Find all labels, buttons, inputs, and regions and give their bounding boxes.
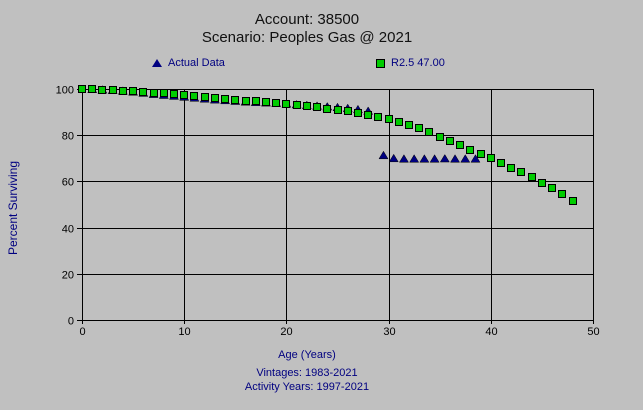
curve-data-point (211, 94, 219, 102)
curve-data-point (456, 141, 464, 149)
y-tick-label: 0 (68, 316, 74, 328)
curve-data-point (139, 88, 147, 96)
curve-data-point (466, 146, 474, 154)
actual-data-point (429, 154, 440, 163)
curve-data-point (497, 159, 505, 167)
curve-data-point (395, 118, 403, 126)
square-marker-icon (376, 58, 385, 68)
actual-data-point (419, 154, 430, 163)
curve-data-point (425, 128, 433, 136)
curve-data-point (507, 164, 515, 172)
curve-data-point (190, 92, 198, 100)
y-axis-title: Percent Surviving (6, 160, 20, 256)
y-tick-label: 60 (62, 177, 74, 189)
curve-data-point (221, 95, 229, 103)
curve-data-point (109, 86, 117, 94)
curve-data-point (528, 173, 536, 181)
curve-data-point (293, 101, 301, 109)
curve-data-point (405, 121, 413, 129)
actual-data-point (409, 154, 420, 163)
scenario-title: Scenario: Peoples Gas @ 2021 (201, 29, 413, 46)
actual-data-point (388, 153, 399, 163)
curve-data-point (436, 133, 444, 141)
curve-data-point (180, 91, 188, 99)
x-tick-label: 20 (280, 326, 292, 338)
y-tick-label: 80 (62, 131, 74, 143)
actual-data-point (470, 154, 481, 163)
y-tick-label: 100 (56, 85, 74, 97)
curve-data-point (446, 137, 454, 145)
x-tick-label: 30 (383, 326, 395, 338)
curve-data-point (558, 190, 566, 198)
curve-data-point (313, 103, 321, 111)
curve-data-point (548, 184, 556, 192)
curve-data-point (354, 109, 362, 117)
curve-data-point (569, 197, 577, 205)
curve-data-point (160, 89, 168, 97)
x-tick-label: 0 (79, 326, 85, 338)
curve-data-point (170, 90, 178, 98)
curve-data-point (119, 87, 127, 95)
curve-data-point (150, 89, 158, 97)
legend-r25-curve-label: R2.5 47.00 (391, 57, 445, 69)
curve-data-point (252, 97, 260, 105)
curve-data-point (538, 179, 546, 187)
curve-data-point (282, 100, 290, 108)
curve-data-point (517, 168, 525, 176)
actual-data-point (460, 154, 471, 163)
curve-data-point (242, 97, 250, 105)
curve-data-point (78, 85, 86, 93)
curve-data-point (385, 115, 393, 123)
legend-actual-data-label: Actual Data (168, 57, 225, 69)
curve-data-point (272, 99, 280, 107)
curve-data-point (364, 111, 372, 119)
x-tick-label: 10 (178, 326, 190, 338)
activity-years-label: Activity Years: 1997-2021 (244, 381, 370, 393)
curve-data-point (129, 87, 137, 95)
curve-data-point (477, 150, 485, 158)
legend-item-r25-curve: R2.5 47.00 (376, 56, 445, 70)
account-title: Account: 38500 (254, 11, 360, 28)
curve-data-point (487, 154, 495, 162)
y-tick-label: 20 (62, 270, 74, 282)
actual-data-point (439, 154, 450, 163)
curve-data-point (344, 107, 352, 115)
curve-data-point (231, 96, 239, 104)
x-tick-label: 50 (587, 326, 599, 338)
actual-data-point (398, 154, 409, 163)
legend-item-actual-data: Actual Data (152, 56, 225, 70)
curve-data-point (303, 102, 311, 110)
curve-data-point (323, 105, 331, 113)
x-tick-label: 40 (485, 326, 497, 338)
curve-data-point (334, 106, 342, 114)
curve-data-point (262, 98, 270, 106)
curve-data-point (201, 93, 209, 101)
curve-data-point (415, 124, 423, 132)
x-axis-title: Age (Years) (278, 349, 336, 361)
triangle-marker-icon (152, 59, 162, 67)
curve-data-point (374, 113, 382, 121)
curve-data-point (88, 85, 96, 93)
actual-data-point (450, 154, 460, 163)
y-tick-label: 40 (62, 224, 74, 236)
vintages-label: Vintages: 1983-2021 (256, 367, 358, 379)
plot-border (82, 89, 594, 321)
curve-data-point (98, 86, 106, 94)
actual-data-point (378, 150, 389, 160)
